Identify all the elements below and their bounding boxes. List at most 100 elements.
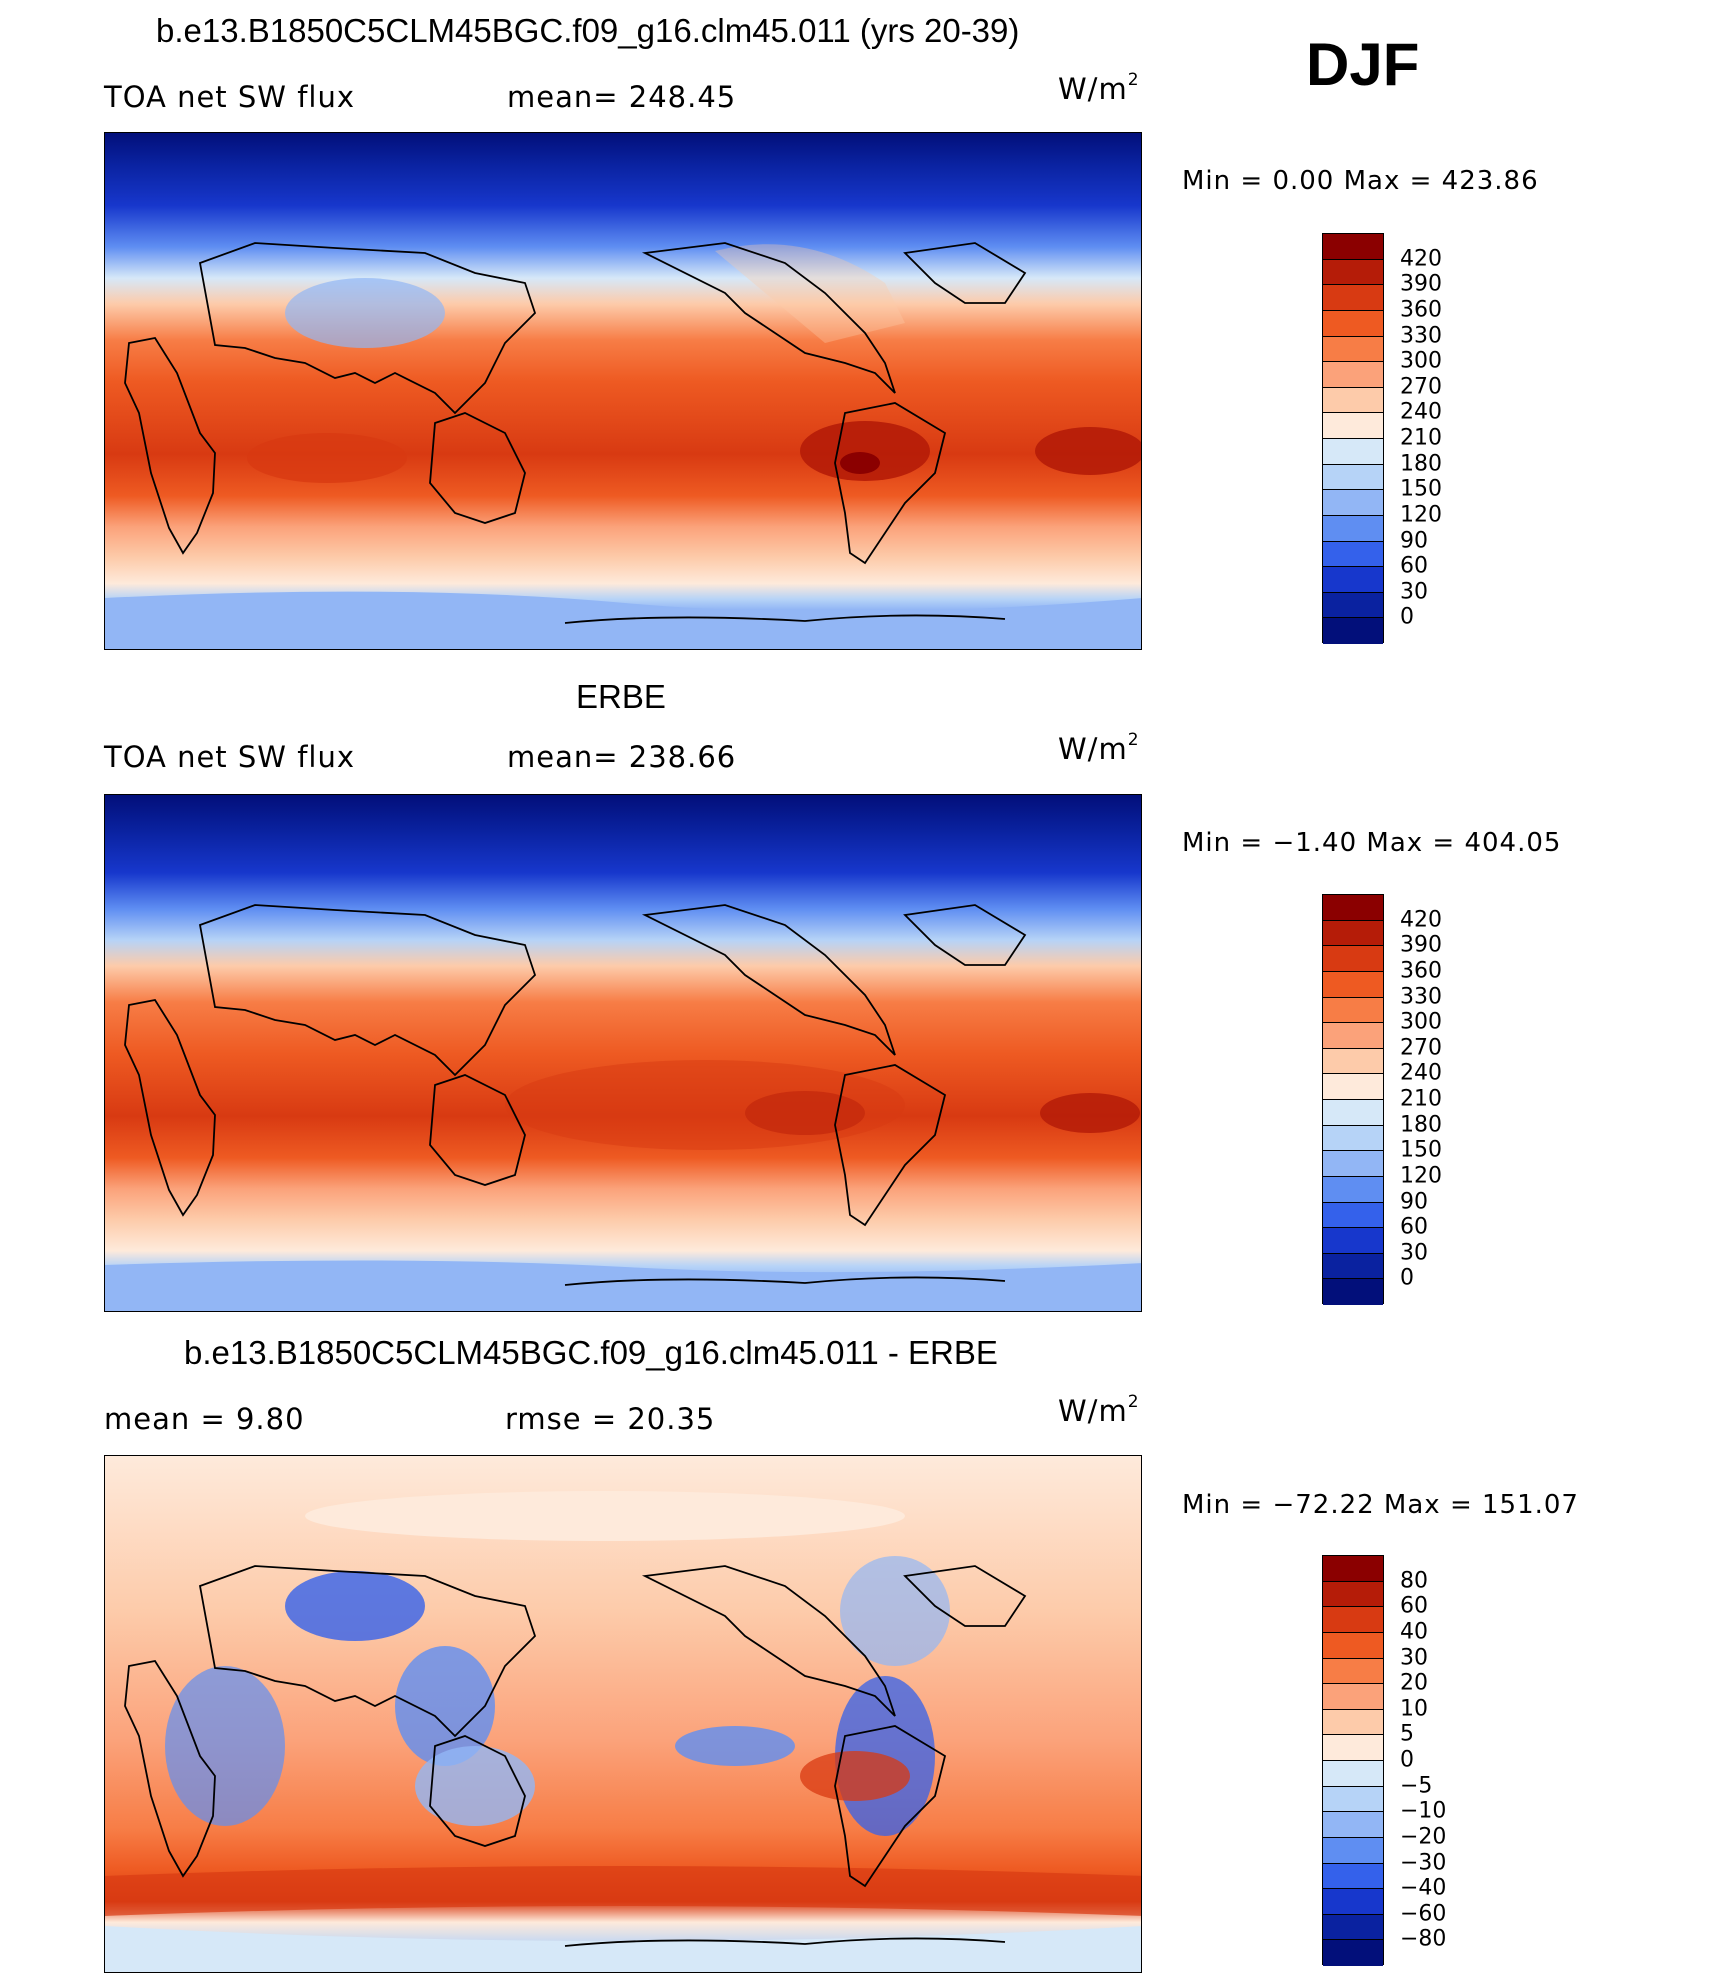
colorbar-tick-label: −5 [1400,1773,1433,1799]
colorbar-tick-label: 90 [1400,528,1428,553]
colorbar-segment [1323,1812,1383,1838]
colorbar-segment [1323,1556,1383,1582]
colorbar-tick-label: 120 [1400,502,1442,528]
colorbar-tick-label: −80 [1400,1926,1447,1952]
colorbar-segment [1323,1253,1383,1280]
colorbar-segment [1323,1023,1383,1049]
colorbar-segment [1323,1786,1383,1813]
colorbar-tick-label: −30 [1400,1850,1447,1875]
panel-1-map [104,132,1142,650]
panel-2-minmax: Min = −1.40 Max = 404.05 [1182,828,1562,858]
panel-1-unit: W/m2 [1058,70,1140,106]
colorbar-segment [1323,1074,1383,1100]
colorbar-segment [1323,567,1383,593]
colorbar-segment [1323,971,1383,998]
colorbar-tick-label: 360 [1400,958,1442,984]
panel-1-minmax: Min = 0.00 Max = 423.86 [1182,166,1539,196]
colorbar-tick-label: 0 [1400,1747,1414,1773]
colorbar-segment [1323,439,1383,465]
colorbar-segment [1323,1151,1383,1177]
colorbar-segment [1323,1048,1383,1075]
panel-2-unit: W/m2 [1058,730,1140,766]
colorbar-tick-label: 150 [1400,476,1442,502]
colorbar-segment [1323,1581,1383,1608]
colorbar-tick-label: 90 [1400,1189,1428,1214]
colorbar-tick-label: 0 [1400,604,1414,630]
panel-2-colorbar [1322,894,1384,1305]
colorbar-tick-label: 150 [1400,1137,1442,1163]
panel-3-title: b.e13.B1850C5CLM45BGC.f09_g16.clm45.011 … [184,1334,998,1371]
panel-1-mean-label: mean= 248.45 [507,80,737,114]
colorbar-tick-label: −10 [1400,1798,1447,1824]
colorbar-tick-label: 420 [1400,246,1442,272]
colorbar-tick-label: 210 [1400,425,1442,451]
colorbar-segment [1323,618,1383,644]
colorbar-segment [1323,336,1383,363]
colorbar-tick-label: 390 [1400,932,1442,958]
panel-2-mean-label: mean= 238.66 [507,740,737,774]
colorbar-segment [1323,234,1383,260]
panel-1-coastlines [124,242,1027,624]
colorbar-segment [1323,1607,1383,1633]
colorbar-segment [1323,1658,1383,1685]
colorbar-segment [1323,259,1383,286]
panel-3-minmax: Min = −72.22 Max = 151.07 [1182,1490,1579,1520]
panel-3-mean-label: mean = 9.80 [104,1402,305,1436]
colorbar-tick-label: 60 [1400,1214,1428,1240]
colorbar-segment [1323,1914,1383,1941]
colorbar-segment [1323,592,1383,619]
panel-2-coastlines [124,904,1027,1286]
colorbar-tick-label: −40 [1400,1875,1447,1901]
colorbar-tick-label: 10 [1400,1696,1428,1722]
colorbar-segment [1323,515,1383,542]
panel-2-variable-label: TOA net SW flux [104,740,356,774]
panel-1-atlantic-max [1035,427,1141,475]
colorbar-tick-label: −60 [1400,1901,1447,1927]
panel-3-colorbar [1322,1555,1384,1966]
colorbar-tick-label: 180 [1400,1112,1442,1138]
colorbar-tick-label: 80 [1400,1568,1428,1594]
colorbar-tick-label: 0 [1400,1265,1414,1291]
colorbar-segment [1323,1176,1383,1203]
panel-1-pacific-max [800,421,930,481]
colorbar-segment [1323,1202,1383,1229]
colorbar-tick-label: 60 [1400,1593,1428,1619]
colorbar-segment [1323,1735,1383,1761]
colorbar-segment [1323,1837,1383,1864]
panel-3-unit: W/m2 [1058,1392,1140,1428]
colorbar-tick-label: 5 [1400,1721,1414,1747]
colorbar-tick-label: −20 [1400,1824,1447,1850]
colorbar-segment [1323,1940,1383,1966]
colorbar-tick-label: 30 [1400,1645,1428,1670]
colorbar-tick-label: 270 [1400,1035,1442,1061]
panel-1-title: b.e13.B1850C5CLM45BGC.f09_g16.clm45.011 … [156,12,1020,49]
colorbar-segment [1323,362,1383,388]
colorbar-tick-label: 240 [1400,399,1442,425]
panel-3-coastlines [124,1565,1027,1947]
colorbar-segment [1323,387,1383,414]
panel-2-title: ERBE [576,678,666,715]
colorbar-segment [1323,464,1383,491]
colorbar-tick-label: 390 [1400,271,1442,297]
colorbar-segment [1323,1761,1383,1787]
panel-3-rmse-label: rmse = 20.35 [505,1402,716,1436]
panel-3-map [104,1455,1142,1973]
colorbar-tick-label: 330 [1400,323,1442,348]
colorbar-tick-label: 360 [1400,297,1442,323]
season-label: DJF [1306,31,1420,98]
colorbar-segment [1323,541,1383,568]
colorbar-tick-label: 120 [1400,1163,1442,1189]
colorbar-segment [1323,490,1383,516]
colorbar-tick-label: 300 [1400,348,1442,374]
colorbar-segment [1323,920,1383,947]
colorbar-tick-label: 40 [1400,1619,1428,1645]
colorbar-segment [1323,1125,1383,1152]
colorbar-tick-label: 330 [1400,984,1442,1009]
colorbar-tick-label: 240 [1400,1060,1442,1086]
panel-2-map [104,794,1142,1312]
panel-3-pacific-max [800,1751,910,1801]
colorbar-segment [1323,1889,1383,1915]
colorbar-tick-label: 30 [1400,579,1428,605]
colorbar-segment [1323,946,1383,972]
colorbar-tick-label: 60 [1400,553,1428,579]
